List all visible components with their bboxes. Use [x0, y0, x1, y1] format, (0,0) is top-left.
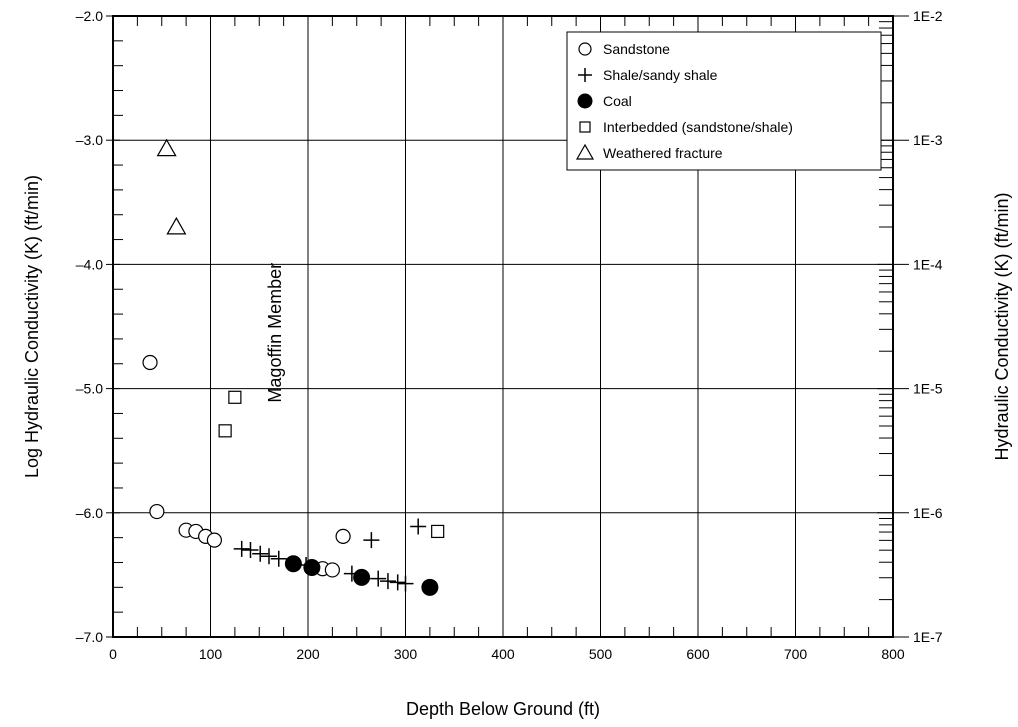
- interbedded-point: [579, 121, 591, 133]
- legend-label: Interbedded (sandstone/shale): [603, 119, 793, 135]
- plot-area: [112, 15, 894, 638]
- coal-point: [577, 93, 593, 109]
- legend-label: Weathered fracture: [603, 145, 723, 161]
- coal-point: [421, 578, 439, 596]
- legend-box: [566, 31, 882, 171]
- shale-point: [370, 570, 387, 587]
- sandstone-point: [335, 528, 351, 544]
- shale-point: [363, 532, 380, 549]
- y-tick-label: –4.0: [76, 256, 103, 272]
- legend-item: Coal: [577, 93, 632, 109]
- legend-label: Sandstone: [603, 41, 670, 57]
- shale-point: [252, 545, 269, 562]
- legend-item: Weathered fracture: [575, 143, 723, 161]
- sandstone-point: [324, 562, 340, 578]
- legend-item: Shale/sandy shale: [578, 67, 718, 83]
- x-tick-label: 400: [491, 646, 515, 662]
- y-tick-label: –6.0: [76, 505, 103, 521]
- tick-labels: 0 100 200 300 400 500 600 700 800 –7.0 1E-7 –6.0 1E-…: [76, 8, 943, 662]
- shale-point: [397, 575, 414, 592]
- coal-point: [284, 555, 302, 573]
- y-right-tick-label: 1E-4: [913, 256, 943, 272]
- annotation-magoffin-member: Magoffin Member: [265, 263, 285, 403]
- shale-point: [389, 574, 406, 591]
- y-axis-title: Log Hydraulic Conductivity (K) (ft/min): [22, 175, 42, 478]
- weathered-fracture-point: [575, 143, 595, 160]
- x-axis-title: Depth Below Ground (ft): [406, 699, 600, 719]
- x-tick-label: 800: [881, 646, 905, 662]
- weathered-fracture-point: [166, 216, 187, 235]
- interbedded-point: [431, 524, 445, 539]
- shale-point: [261, 548, 277, 565]
- legend-item: Interbedded (sandstone/shale): [579, 119, 793, 135]
- x-tick-label: 300: [394, 646, 418, 662]
- y-tick-label: –7.0: [76, 629, 103, 645]
- y-right-tick-label: 1E-2: [913, 8, 943, 24]
- x-tick-label: 700: [784, 646, 808, 662]
- shale-point: [578, 68, 592, 82]
- shale-point: [379, 573, 396, 590]
- y-right-tick-label: 1E-7: [913, 629, 943, 645]
- x-tick-label: 0: [109, 646, 117, 662]
- y-tick-label: –3.0: [76, 132, 103, 148]
- legend: Sandstone Shale/sandy shale Coal Interbedde…: [566, 31, 882, 171]
- x-tick-label: 500: [589, 646, 613, 662]
- legend-items: Sandstone Shale/sandy shale Coal Interbedde…: [575, 41, 793, 161]
- shale-point: [410, 518, 427, 535]
- shale-point: [242, 542, 259, 559]
- weathered-fracture-point: [156, 138, 177, 157]
- x-tick-label: 100: [199, 646, 223, 662]
- coal-point: [303, 558, 321, 576]
- data-points: [142, 138, 445, 596]
- legend-label: Shale/sandy shale: [603, 67, 718, 83]
- sandstone-point: [578, 42, 592, 56]
- sandstone-point: [206, 532, 222, 548]
- shale-point: [270, 550, 287, 567]
- coal-point: [353, 568, 371, 586]
- y-axis-right-title: Hydraulic Conductivity (K) (ft/min): [992, 192, 1012, 460]
- y-right-tick-label: 1E-3: [913, 132, 943, 148]
- legend-item: Sandstone: [578, 41, 670, 57]
- sandstone-point: [149, 503, 165, 520]
- interbedded-point: [228, 390, 242, 404]
- x-tick-label: 200: [296, 646, 320, 662]
- y-right-tick-label: 1E-6: [913, 505, 943, 521]
- legend-label: Coal: [603, 93, 632, 109]
- interbedded-point: [218, 424, 232, 438]
- y-tick-label: –2.0: [76, 8, 103, 24]
- shale-point: [233, 540, 250, 557]
- sandstone-point: [142, 354, 158, 371]
- y-right-tick-label: 1E-5: [913, 381, 943, 397]
- x-tick-label: 600: [686, 646, 710, 662]
- y-tick-label: –5.0: [76, 381, 103, 397]
